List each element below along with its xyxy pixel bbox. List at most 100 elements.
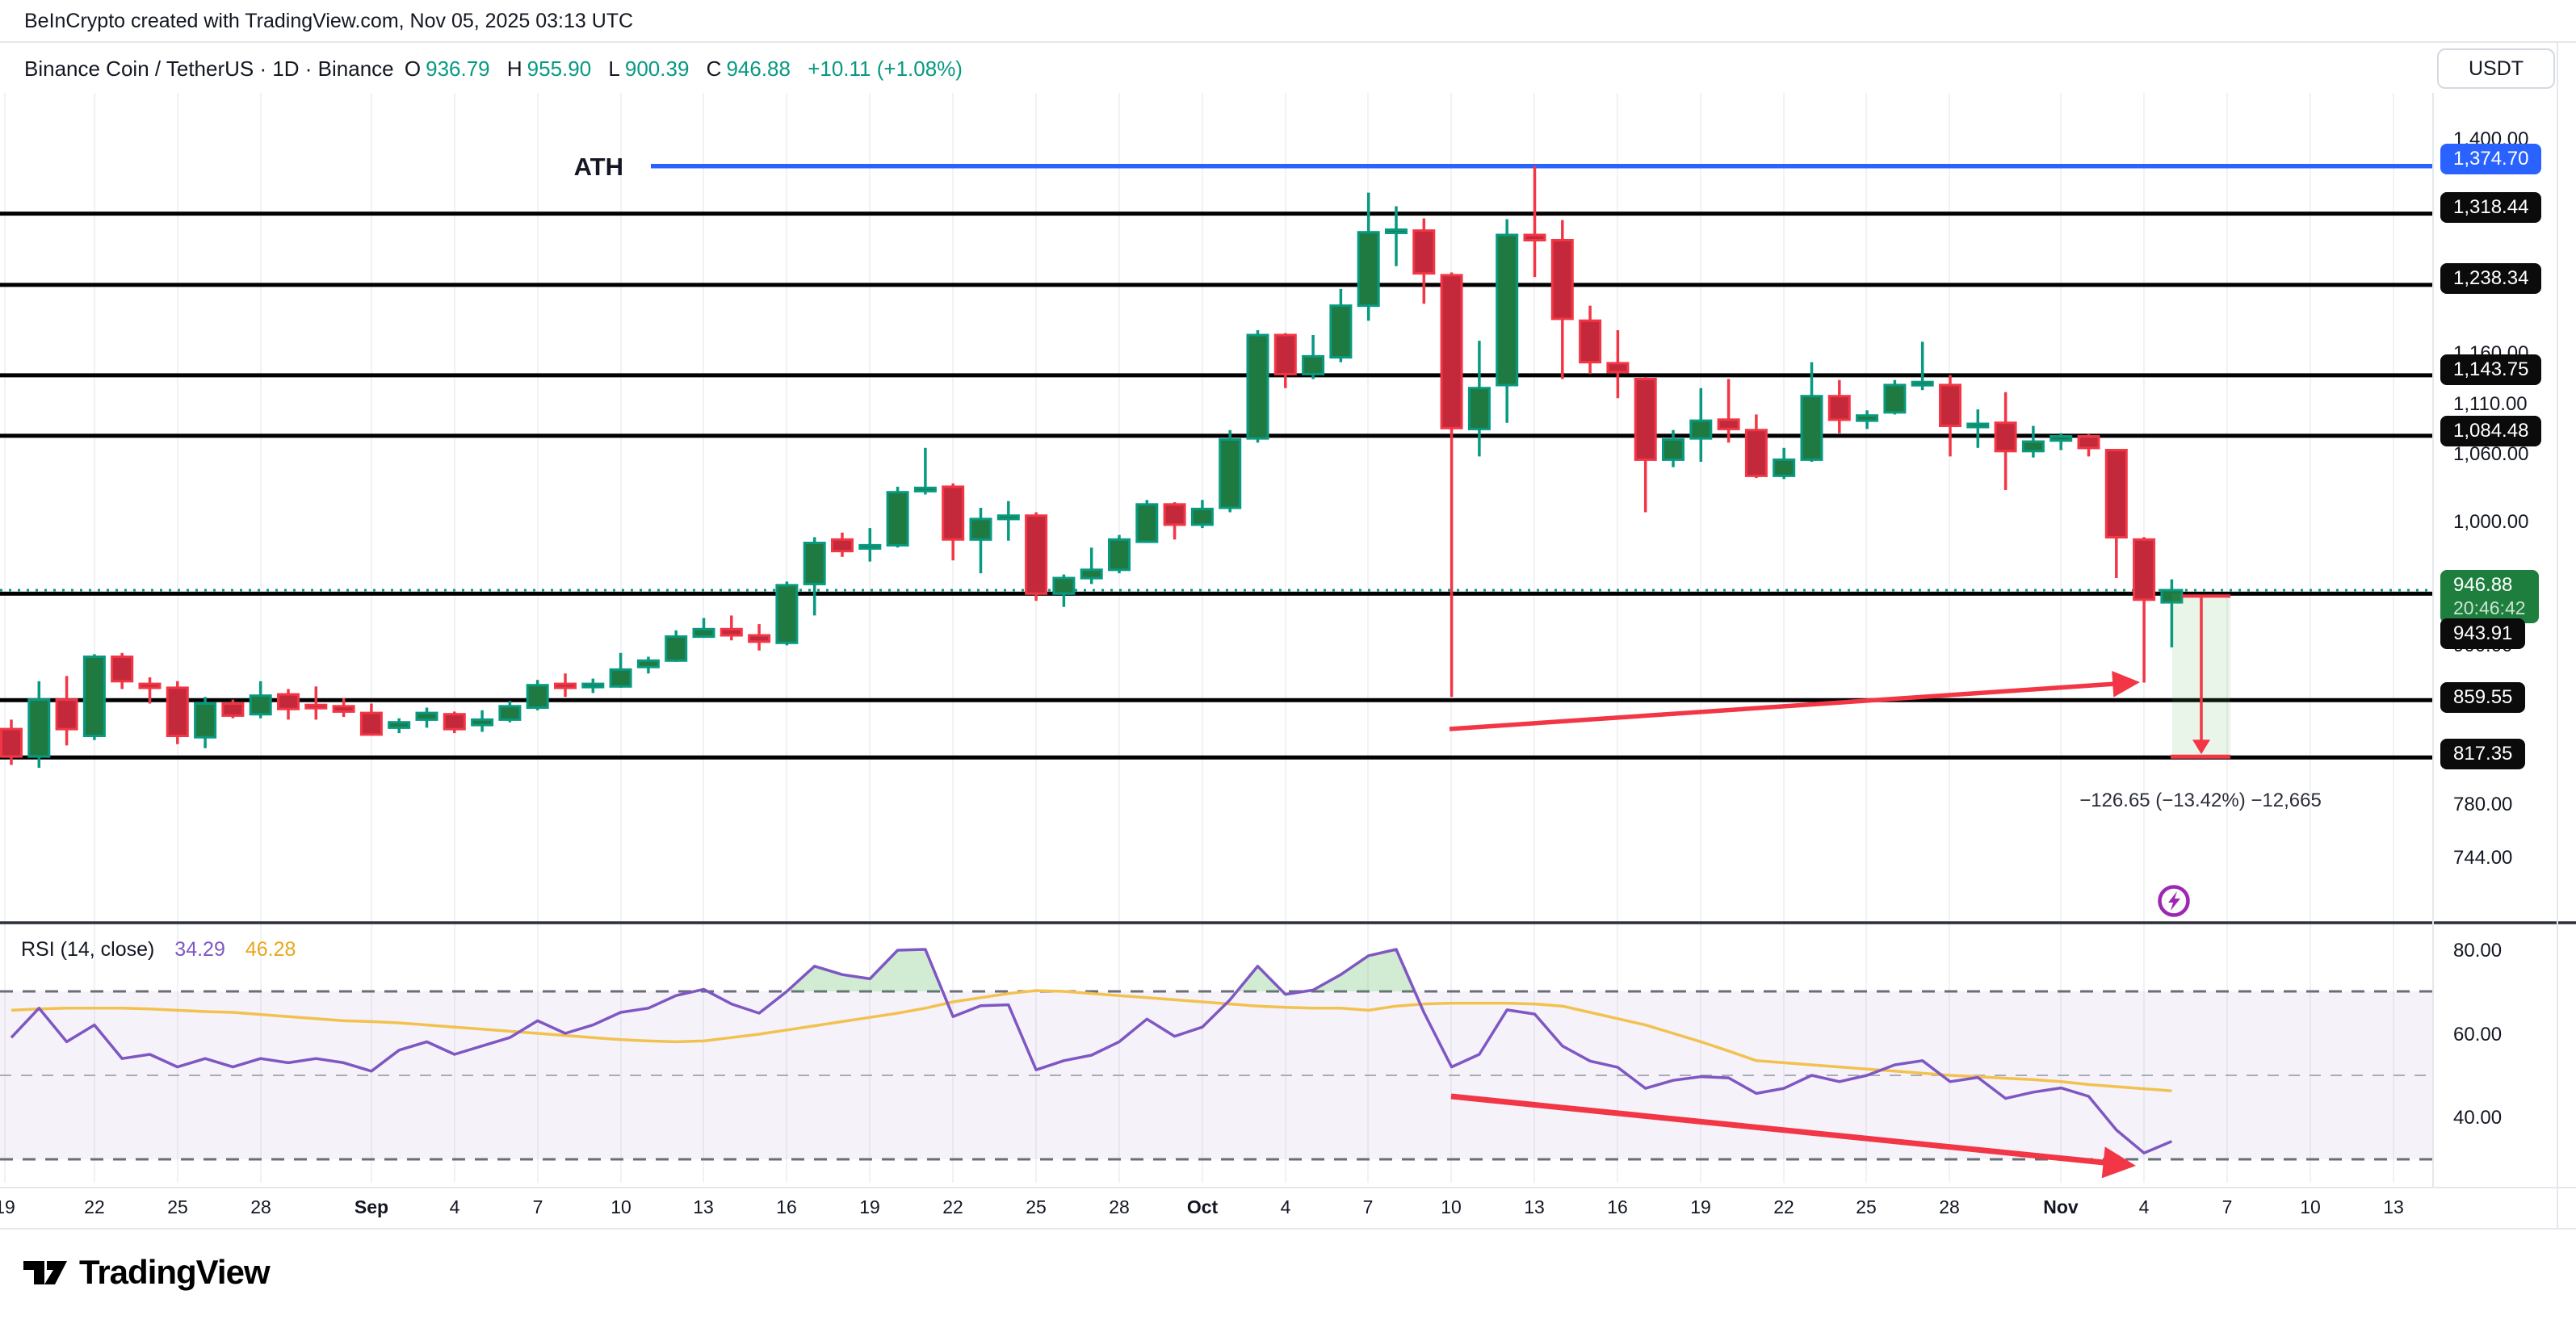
candle: [1219, 429, 1242, 513]
symbol-title[interactable]: Binance Coin / TetherUS · 1D · Binance: [24, 57, 394, 81]
candle-body: [2133, 538, 2156, 601]
candle-body: [1911, 380, 1934, 387]
candle-body: [1219, 438, 1242, 509]
high-label: H: [506, 57, 522, 81]
candle: [1440, 272, 1463, 698]
candle: [1939, 375, 1961, 457]
measure-arrow-down-icon: [2192, 740, 2210, 755]
candle-body: [1273, 333, 1297, 375]
candle-body: [1412, 229, 1436, 275]
candle: [913, 447, 937, 495]
candle-body: [1329, 304, 1353, 359]
candle: [803, 537, 826, 616]
measurement-box[interactable]: [2171, 593, 2230, 759]
candle-body: [2077, 435, 2100, 450]
candle-body: [1496, 233, 1519, 387]
candle-body: [1163, 503, 1186, 526]
candle: [1634, 377, 1657, 513]
candle-body: [1717, 418, 1740, 430]
candle: [359, 703, 383, 736]
change-value: +10.11 (+1.08%): [808, 57, 963, 81]
ath-line-label: ATH: [573, 153, 623, 181]
candle-body: [2160, 589, 2184, 604]
candle-body: [526, 684, 549, 710]
candle-body: [304, 703, 328, 710]
candle-body: [1744, 429, 1768, 477]
candle-body: [1302, 354, 1325, 375]
candle: [1190, 500, 1214, 529]
candle: [1329, 288, 1353, 362]
candle-body: [1773, 458, 1796, 477]
candle-body: [1994, 421, 2017, 453]
candle-body: [55, 698, 78, 731]
candle: [111, 652, 134, 689]
rsi-overbought-fill: [694, 949, 1415, 991]
low-label: L: [608, 57, 620, 81]
candle-body: [942, 485, 965, 541]
tradingview-logo[interactable]: TradingView: [23, 1253, 271, 1292]
candle-body: [1135, 503, 1159, 543]
measurement-label: −126.65 (−13.42%) −12,665: [2079, 790, 2322, 811]
candle: [581, 678, 605, 693]
candle-body: [82, 656, 106, 737]
candle: [636, 656, 660, 674]
candle: [443, 711, 466, 734]
candle-body: [609, 668, 632, 688]
attribution-bar: BeInCrypto created with TradingView.com,…: [0, 0, 2576, 42]
rsi-value: 34.29: [174, 938, 225, 961]
candle-body: [1550, 239, 1574, 321]
candle: [1080, 547, 1103, 584]
candle-body: [803, 542, 826, 585]
candle: [1966, 409, 1990, 448]
candle: [304, 686, 328, 720]
candle-body: [111, 656, 134, 683]
candle-body: [1080, 568, 1103, 580]
candle: [82, 654, 106, 740]
candle-body: [692, 627, 715, 639]
candle: [498, 701, 522, 723]
rsi-line: [10, 948, 2173, 1154]
candle-body: [194, 702, 217, 739]
candle-body: [969, 517, 992, 541]
candle-body: [1108, 538, 1131, 572]
price-trend-arrow[interactable]: [1449, 671, 2140, 731]
candle-body: [1662, 438, 1684, 461]
currency-button[interactable]: USDT: [2437, 48, 2555, 89]
candle-body: [1025, 514, 1048, 595]
candle: [1025, 512, 1048, 601]
candle: [1246, 330, 1269, 443]
candle: [332, 698, 355, 717]
candle-body: [388, 721, 411, 729]
candle: [748, 624, 771, 651]
flash-icon[interactable]: [2158, 885, 2190, 917]
candle-body: [996, 514, 1020, 521]
candle: [2077, 434, 2100, 457]
candle-body: [1440, 274, 1463, 429]
candle-body: [1939, 383, 1961, 427]
rsi-indicator-header[interactable]: RSI (14, close) 34.29 46.28: [21, 938, 296, 962]
candle: [221, 699, 245, 719]
candle: [886, 486, 909, 548]
candle: [554, 673, 577, 698]
candle: [831, 532, 854, 557]
candle: [942, 483, 965, 561]
candle: [1662, 429, 1684, 467]
open-label: O: [404, 57, 422, 81]
candle: [1523, 166, 1546, 278]
candle: [1135, 500, 1159, 543]
candle: [1579, 305, 1602, 375]
candle: [1856, 410, 1879, 429]
candle-body: [1689, 419, 1713, 440]
candle-body: [249, 694, 272, 716]
candle: [1496, 219, 1519, 423]
candle: [1827, 379, 1851, 434]
candle: [1108, 534, 1131, 574]
symbol-header: Binance Coin / TetherUS · 1D · Binance O…: [24, 57, 967, 82]
rsi-trend-arrow[interactable]: [1450, 1093, 2136, 1179]
candle-body: [138, 682, 162, 689]
candle-body: [277, 693, 300, 710]
candle: [720, 615, 743, 641]
candle-body: [1190, 507, 1214, 526]
